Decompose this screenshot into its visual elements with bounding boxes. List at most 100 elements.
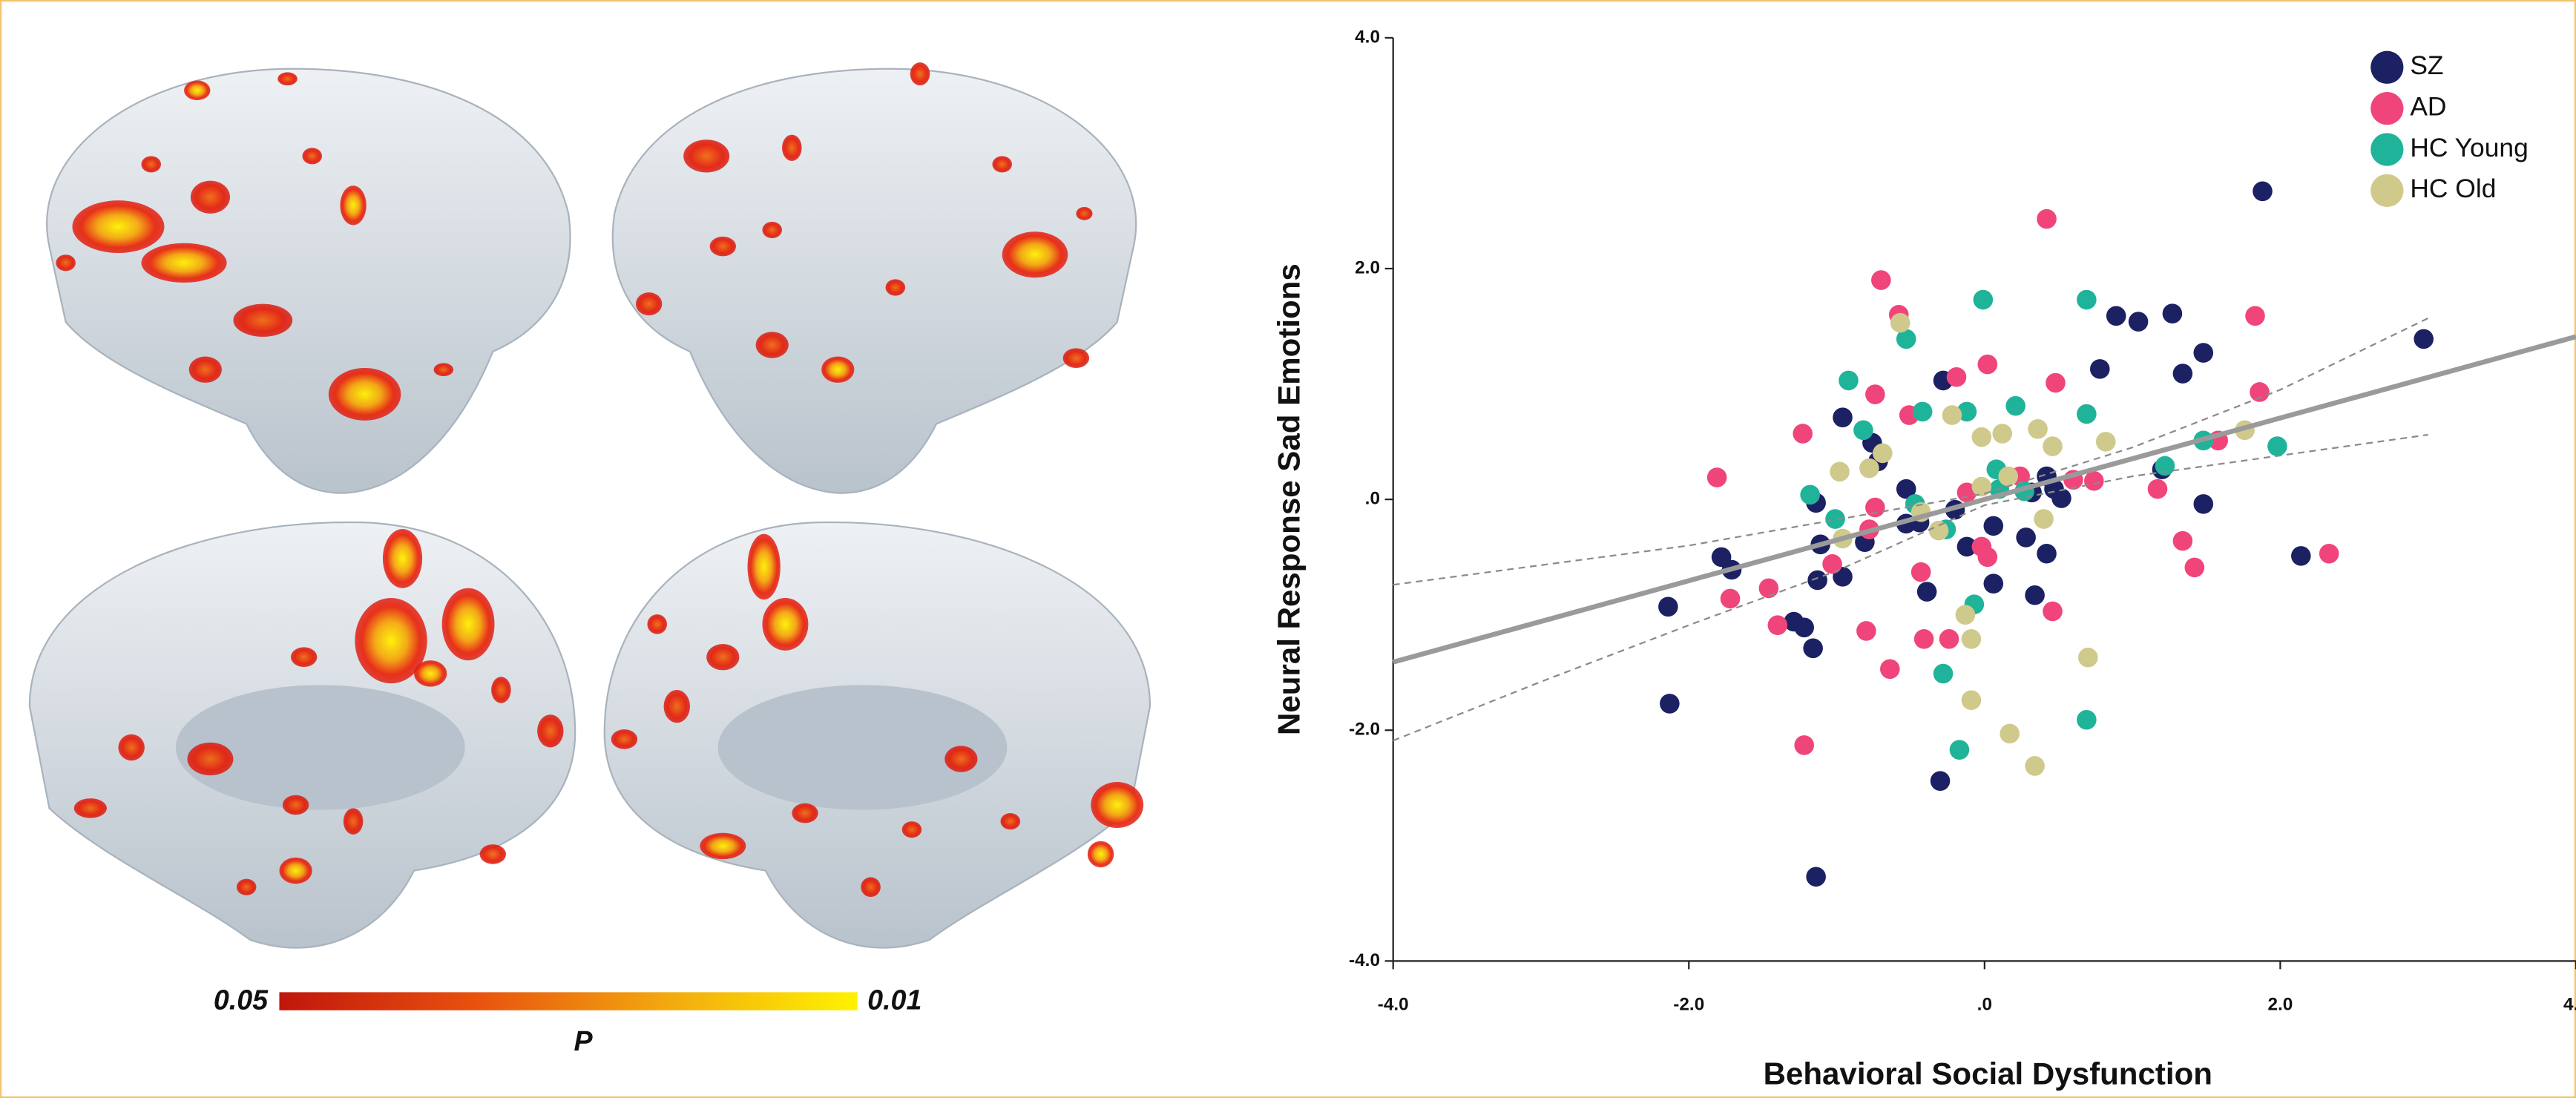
data-point (2037, 209, 2057, 229)
data-point (1803, 639, 1823, 659)
data-point (1721, 589, 1741, 609)
activation-patch (664, 690, 690, 723)
data-point (1880, 660, 1900, 680)
activation-patch (762, 222, 782, 238)
data-point (1859, 458, 1879, 479)
activation-patch (72, 200, 164, 253)
legend-marker (2370, 92, 2403, 125)
data-point (2163, 303, 2183, 323)
x-tick-label: -2.0 (1673, 995, 1704, 1015)
colorbar-max-label: 0.01 (867, 984, 921, 1016)
activation-patch (1063, 348, 1089, 368)
data-point (1853, 421, 1873, 441)
data-point (2319, 544, 2339, 564)
activation-patch (56, 254, 76, 271)
data-point (1839, 371, 1859, 391)
data-point (1800, 485, 1820, 505)
data-point (1865, 384, 1885, 404)
x-tick-label: .0 (1977, 995, 1992, 1015)
figure: 0.05 0.01 P Behavioral Social Dysfunctio… (0, 0, 2576, 1098)
data-point (2129, 312, 2149, 332)
data-point (1917, 582, 1937, 602)
data-point (1962, 629, 1982, 649)
data-point (1933, 664, 1954, 684)
data-point (2077, 404, 2097, 424)
y-tick-label: -2.0 (1349, 720, 1380, 740)
data-point (2005, 396, 2025, 416)
data-point (1793, 424, 1813, 444)
data-point (1992, 424, 2012, 444)
activation-patch (683, 139, 729, 172)
data-point (1984, 516, 2004, 536)
data-point (1947, 367, 1967, 387)
data-point (2090, 359, 2110, 379)
activation-patch (861, 877, 881, 897)
data-point (1794, 618, 1814, 638)
data-point (1768, 615, 1788, 635)
activation-patch (748, 534, 781, 600)
brain-lateral-left (47, 69, 570, 493)
data-point (2016, 527, 2036, 548)
data-point (2106, 306, 2126, 326)
data-point (1950, 740, 1970, 760)
activation-patch (762, 598, 808, 651)
data-point (2185, 558, 2205, 578)
data-point (1807, 571, 1827, 591)
legend-marker (2370, 51, 2403, 84)
activation-patch (442, 588, 495, 660)
data-point (2148, 479, 2168, 499)
data-point (2034, 509, 2054, 529)
data-point (1822, 554, 1842, 574)
y-axis-title: Neural Response Sad Emotions (1272, 263, 1307, 735)
data-point (2155, 456, 2175, 476)
data-point (1931, 771, 1951, 791)
data-point (1972, 477, 1992, 497)
data-point (2291, 546, 2311, 566)
data-point (1972, 537, 1992, 557)
data-point (1911, 562, 1931, 582)
data-point (2173, 531, 2193, 551)
data-point (2414, 329, 2434, 349)
data-point (2000, 724, 2020, 744)
data-point (1873, 444, 1893, 464)
activation-patch (647, 614, 667, 634)
data-point (1871, 270, 1891, 290)
data-point (2043, 602, 2063, 622)
data-point (1914, 629, 1934, 649)
activation-patch (902, 821, 922, 838)
activation-patch (237, 879, 257, 895)
data-point (1707, 467, 1727, 487)
legend-marker (2370, 133, 2403, 165)
activation-patch (1091, 782, 1143, 828)
activation-patch (141, 243, 226, 283)
data-point (1806, 867, 1826, 887)
data-point (1833, 407, 1853, 427)
legend-label: HC Old (2410, 174, 2496, 203)
activation-patch (710, 237, 736, 257)
data-point (2173, 364, 2193, 384)
data-point (2043, 436, 2063, 456)
data-point (1939, 629, 1959, 649)
activation-patch (189, 356, 222, 382)
x-tick-label: 2.0 (2267, 995, 2293, 1015)
activation-patch (706, 644, 739, 670)
data-point (1660, 694, 1680, 714)
data-point (1794, 735, 1814, 755)
activation-patch (277, 72, 298, 85)
activation-patch (1088, 841, 1114, 867)
fit-line (1393, 337, 2576, 663)
data-point (1956, 605, 1976, 625)
brain-panel (30, 62, 1150, 947)
activation-patch (283, 795, 309, 815)
activation-patch (233, 304, 292, 337)
data-point (1984, 573, 2004, 594)
data-point (2250, 382, 2270, 402)
y-tick-label: 2.0 (1355, 257, 1380, 277)
activation-patch (491, 677, 511, 703)
activation-patch (291, 647, 317, 667)
data-point (1978, 355, 1998, 375)
activation-patch (340, 185, 366, 225)
data-point (2025, 585, 2045, 605)
legend-marker (2370, 174, 2403, 207)
y-tick-label: -4.0 (1349, 950, 1380, 970)
